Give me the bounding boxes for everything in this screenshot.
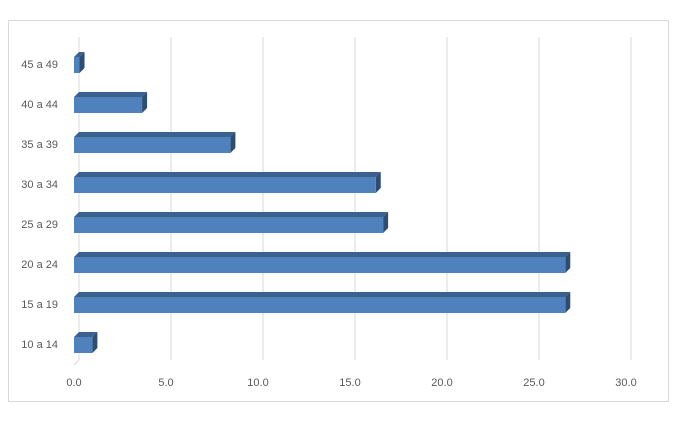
bar-front	[74, 297, 566, 313]
bar-front	[74, 177, 376, 193]
bar-front	[74, 137, 231, 153]
x-tick-label: 30.0	[615, 377, 636, 389]
bar-side	[565, 292, 571, 313]
bar-front	[74, 337, 93, 353]
bar	[74, 332, 98, 353]
y-tick-label: 40 a 44	[21, 99, 58, 111]
y-tick-label: 10 a 14	[21, 339, 58, 351]
bar-side	[375, 172, 381, 193]
bar-top	[74, 332, 98, 337]
bar-top	[74, 212, 389, 217]
y-tick-label: 25 a 29	[21, 219, 58, 231]
bar-top	[74, 292, 571, 297]
x-tick-label: 10.0	[247, 377, 268, 389]
y-tick-label: 30 a 34	[21, 179, 58, 191]
x-axis-floor	[73, 359, 80, 366]
bar	[74, 252, 571, 273]
bar	[74, 92, 148, 113]
bar-top	[74, 172, 381, 177]
bar	[74, 212, 389, 233]
x-tick-label: 20.0	[431, 377, 452, 389]
bar-front	[74, 57, 80, 73]
bar	[74, 52, 85, 73]
bar-top	[74, 52, 85, 57]
bar-side	[230, 132, 236, 153]
bar-side	[142, 92, 148, 113]
bar	[74, 172, 381, 193]
bar	[74, 292, 571, 313]
bar-top	[74, 132, 236, 137]
y-tick-label: 45 a 49	[21, 59, 58, 71]
bar-side	[92, 332, 98, 353]
x-tick-label: 0.0	[66, 377, 81, 389]
bar-side	[565, 252, 571, 273]
y-tick-label: 15 a 19	[21, 299, 58, 311]
bar-front	[74, 217, 384, 233]
x-tick-label: 25.0	[523, 377, 544, 389]
y-tick-label: 20 a 24	[21, 259, 58, 271]
bar-front	[74, 97, 143, 113]
bar-side	[79, 52, 85, 73]
bar-top	[74, 252, 571, 257]
y-tick-label: 35 a 39	[21, 139, 58, 151]
x-tick-label: 15.0	[339, 377, 360, 389]
bar-front	[74, 257, 566, 273]
chart-border	[8, 20, 669, 402]
bar	[74, 132, 236, 153]
bar-side	[383, 212, 389, 233]
bar-top	[74, 92, 148, 97]
x-tick-label: 5.0	[158, 377, 173, 389]
